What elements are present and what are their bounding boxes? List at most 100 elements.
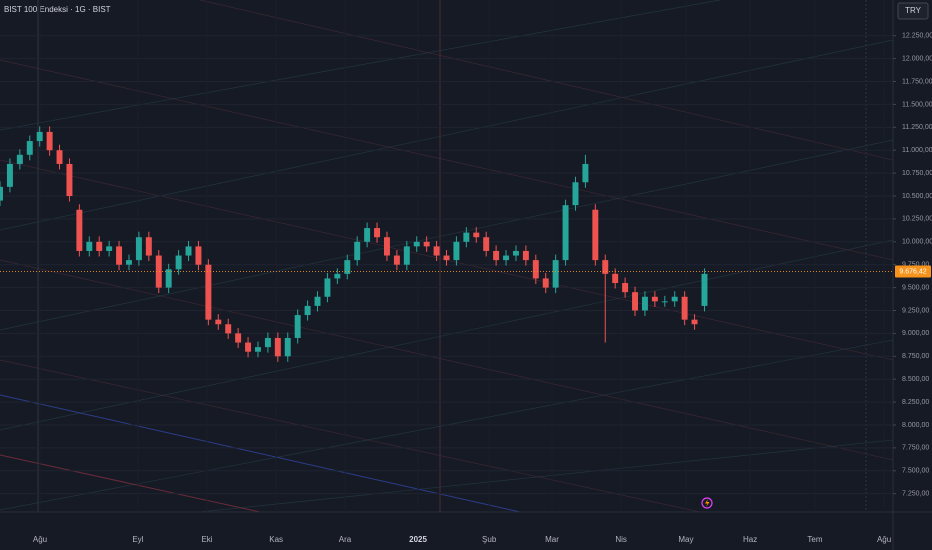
candle-body	[681, 296, 688, 320]
y-tick-label: 12.250,00	[902, 33, 932, 40]
candle-body	[195, 246, 202, 265]
candle-body	[76, 209, 83, 251]
candle-body	[86, 241, 93, 251]
deco-line	[0, 139, 894, 331]
candle-body	[145, 237, 152, 256]
y-tick-label: 10.500,00	[902, 193, 932, 200]
deco-line	[0, 0, 721, 131]
x-tick-label: Ara	[339, 535, 352, 544]
deco-line	[0, 39, 894, 231]
candle-body	[205, 264, 212, 320]
x-tick-label: Kas	[269, 535, 283, 544]
y-tick-label: 11.500,00	[902, 101, 932, 108]
candle-body	[393, 255, 400, 265]
currency-button[interactable]	[897, 2, 929, 20]
y-tick-label: 11.750,00	[902, 78, 932, 85]
candle-body	[612, 273, 619, 284]
deco-line	[199, 0, 894, 161]
candle-body	[334, 273, 341, 279]
alert-bolt[interactable]	[705, 499, 710, 507]
last-price-box	[895, 265, 931, 278]
candle-body	[641, 296, 648, 311]
candle-body	[403, 246, 410, 265]
candle-body	[284, 337, 291, 357]
candle-body	[522, 250, 529, 261]
x-tick-label: Mar	[545, 535, 559, 544]
x-tick-label: Nis	[615, 535, 627, 544]
candle-body	[116, 246, 123, 265]
y-tick-label: 8.250,00	[902, 399, 929, 406]
alert-icon[interactable]	[701, 497, 713, 509]
decorative-lines	[0, 0, 894, 513]
candle-body	[314, 296, 321, 306]
candle-body	[562, 205, 569, 261]
x-tick-label: Tem	[807, 535, 822, 544]
y-tick-label: 8.750,00	[902, 353, 929, 360]
candle-body	[661, 301, 668, 303]
candle-body	[443, 255, 450, 261]
candle-body	[245, 342, 252, 352]
y-tick-label: 10.750,00	[902, 170, 932, 177]
x-tick-label: 2025	[409, 535, 427, 544]
candle-body	[483, 237, 490, 251]
candle-body	[6, 163, 13, 187]
candle-body	[671, 296, 678, 302]
x-tick-label: Ağu	[877, 535, 891, 544]
candle-body	[215, 319, 222, 325]
deco-line	[0, 454, 261, 513]
candle-body	[374, 228, 381, 238]
candle-body	[235, 333, 242, 343]
y-tick-label: 12.000,00	[902, 55, 932, 62]
candle-body	[66, 163, 73, 197]
currency-label[interactable]: TRY	[905, 6, 922, 15]
x-tick-label: Eki	[201, 535, 212, 544]
candle-body	[324, 278, 331, 297]
candle-body	[413, 241, 420, 247]
y-tick-label: 8.500,00	[902, 376, 929, 383]
candle-body	[453, 241, 460, 261]
candle-body	[364, 228, 371, 242]
y-tick-label: 10.000,00	[902, 239, 932, 246]
candle-body	[344, 260, 351, 274]
y-tick-label: 7.500,00	[902, 468, 929, 475]
candle-body	[632, 292, 638, 311]
candle-body	[582, 163, 589, 183]
candle-body	[135, 237, 142, 261]
deco-line	[0, 259, 894, 461]
x-tick-label: Eyl	[132, 535, 143, 544]
x-tick-label: May	[678, 535, 693, 544]
candle-body	[165, 269, 172, 288]
y-tick-label: 9.000,00	[902, 330, 929, 337]
candle-body	[264, 337, 271, 348]
candle-body	[56, 150, 63, 164]
candle-body	[602, 260, 609, 274]
last-price-label: 9.676,42	[899, 268, 926, 275]
candle-body	[691, 319, 698, 325]
x-tick-label: Haz	[743, 535, 757, 544]
candle-body	[274, 337, 281, 357]
candle-body	[26, 141, 33, 155]
candle-body	[512, 250, 519, 256]
candle-body	[532, 260, 539, 279]
candle-body	[552, 260, 559, 288]
candle-body	[255, 347, 261, 352]
candle-body	[503, 255, 510, 261]
candle-body	[383, 237, 390, 256]
candle-body	[463, 232, 470, 242]
candle-body	[592, 209, 599, 261]
y-tick-label: 8.000,00	[902, 422, 929, 429]
candle-body	[225, 324, 232, 334]
candle-body	[96, 241, 103, 251]
y-tick-label: 11.000,00	[902, 147, 932, 154]
candle-body	[701, 273, 708, 306]
candle-body	[0, 186, 3, 201]
candle-body	[572, 182, 579, 206]
x-tick-label: Ağu	[33, 535, 47, 544]
candle-body	[622, 283, 629, 293]
candle-body	[651, 296, 658, 302]
alert-circle[interactable]	[701, 497, 713, 509]
candle-body	[304, 305, 311, 316]
candle-body	[294, 315, 301, 338]
